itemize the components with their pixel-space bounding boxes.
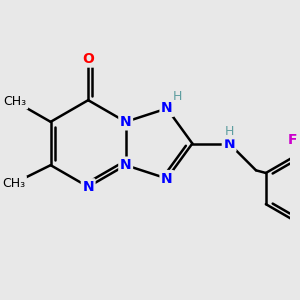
Text: N: N [161,172,173,186]
Text: CH₃: CH₃ [4,95,27,108]
Text: H: H [173,90,182,103]
Text: CH₃: CH₃ [2,177,26,190]
Text: O: O [82,52,94,66]
Text: N: N [224,136,235,151]
Text: H: H [224,125,234,138]
Text: N: N [120,158,131,172]
Text: N: N [161,101,173,116]
Text: N: N [120,115,131,129]
Text: N: N [82,180,94,194]
Text: F: F [288,133,298,147]
